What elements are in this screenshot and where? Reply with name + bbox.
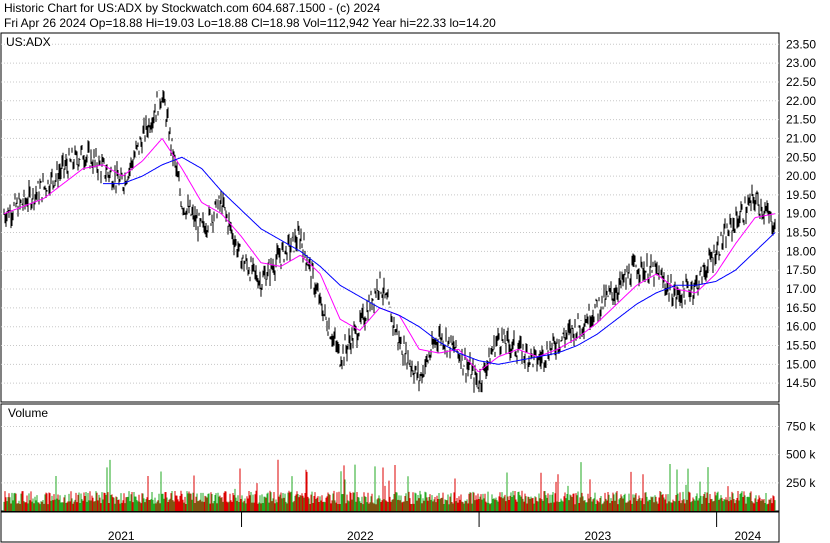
symbol-label: US:ADX — [6, 35, 51, 49]
volume-tick-label: 250 k — [786, 476, 816, 490]
price-tick-label: 23.00 — [786, 56, 816, 70]
volume-label: Volume — [8, 406, 48, 420]
price-tick-label: 19.50 — [786, 188, 816, 202]
price-axis: 23.50 23.00 22.50 22.00 21.50 21.00 20.50 20.00… — [786, 37, 816, 390]
ma-long-line — [103, 156, 776, 365]
price-tick-label: 15.00 — [786, 357, 816, 371]
year-label: 2021 — [108, 529, 135, 543]
price-grid — [1, 43, 779, 384]
price-tick-label: 17.50 — [786, 263, 816, 277]
date-axis — [0, 511, 780, 543]
price-tick-label: 21.50 — [786, 113, 816, 127]
price-tick-label: 19.00 — [786, 207, 816, 221]
chart-title: Historic Chart for US:ADX by Stockwatch.… — [4, 1, 381, 15]
quote-summary: Fri Apr 26 2024 Op=18.88 Hi=19.03 Lo=18.… — [4, 16, 496, 30]
volume-panel — [0, 403, 780, 512]
year-label: 2022 — [347, 529, 374, 543]
price-tick-label: 20.00 — [786, 169, 816, 183]
price-tick-label: 18.50 — [786, 226, 816, 240]
price-tick-label: 23.50 — [786, 37, 816, 51]
price-tick-label: 16.00 — [786, 320, 816, 334]
year-label: 2024 — [734, 529, 761, 543]
volume-grid — [1, 426, 779, 484]
year-label: 2023 — [584, 529, 611, 543]
price-tick-label: 15.50 — [786, 339, 816, 353]
price-tick-label: 20.50 — [786, 150, 816, 164]
volume-axis: 750 k 500 k 250 k — [786, 420, 816, 490]
volume-bars — [3, 459, 776, 511]
price-tick-label: 18.00 — [786, 244, 816, 258]
price-tick-label: 21.00 — [786, 131, 816, 145]
price-bars — [3, 89, 776, 393]
date-axis-labels: 2021 2022 2023 2024 — [108, 512, 761, 543]
volume-tick-label: 500 k — [786, 448, 816, 462]
price-tick-label: 22.50 — [786, 75, 816, 89]
price-panel — [0, 32, 780, 403]
price-tick-label: 22.00 — [786, 94, 816, 108]
volume-tick-label: 750 k — [786, 420, 816, 434]
price-tick-label: 14.50 — [786, 376, 816, 390]
price-tick-label: 16.50 — [786, 301, 816, 315]
price-tick-label: 17.00 — [786, 282, 816, 296]
